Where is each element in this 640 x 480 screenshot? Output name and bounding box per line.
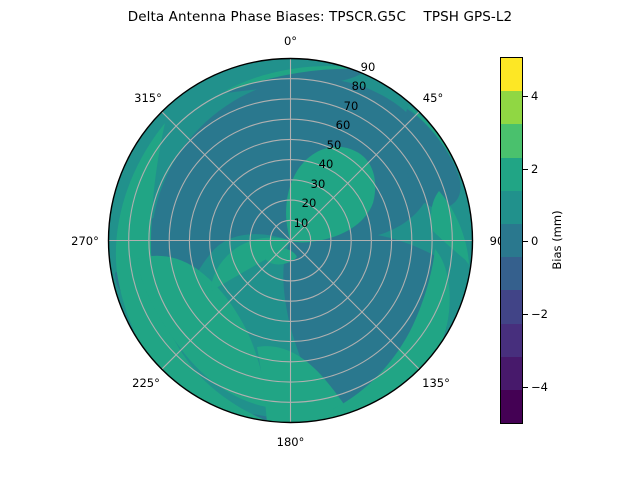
polar-radial-label-30: 30: [310, 177, 326, 191]
colorbar-band-2: [501, 124, 522, 158]
colorbar-tick-4: [523, 96, 528, 97]
colorbar-ticklabel-4: 4: [531, 89, 539, 103]
colorbar-ticklabel-0: 0: [531, 234, 539, 248]
polar-radial-label-20: 20: [301, 196, 317, 210]
colorbar-band-7: [501, 290, 522, 324]
polar-angular-label-315: 315°: [134, 91, 162, 105]
colorbar-gradient: [500, 57, 523, 424]
figure-title: Delta Antenna Phase Biases: TPSCR.G5C TP…: [127, 9, 513, 25]
colorbar-band-3: [501, 157, 522, 191]
polar-angular-label-45: 45°: [422, 91, 444, 105]
polar-angular-gridlines: [108, 58, 473, 423]
polar-radial-label-70: 70: [343, 99, 359, 113]
colorbar-band-5: [501, 223, 522, 258]
colorbar-ticklabel-neg4: −4: [531, 380, 548, 394]
colorbar: 4 2 0 −2 −4: [500, 57, 548, 424]
polar-radial-label-60: 60: [335, 118, 351, 132]
polar-radial-label-40: 40: [318, 157, 334, 171]
polar-radial-label-90: 90: [360, 60, 376, 74]
colorbar-band-4: [501, 190, 522, 224]
colorbar-band-10: [501, 389, 522, 424]
colorbar-band-6: [501, 257, 522, 291]
colorbar-ticklabel-neg2: −2: [531, 307, 548, 321]
colorbar-ticklabel-2: 2: [531, 162, 539, 176]
colorbar-band-1: [501, 91, 522, 125]
colorbar-tick-neg2: [523, 314, 528, 315]
colorbar-band-9: [501, 356, 522, 390]
colorbar-tick-0: [523, 241, 528, 242]
polar-plot-canvas: [107, 57, 474, 424]
polar-angular-label-225: 225°: [132, 376, 160, 390]
polar-angular-label-0: 0°: [283, 34, 298, 48]
colorbar-band-8: [501, 323, 522, 357]
colorbar-tick-neg4: [523, 387, 528, 388]
polar-outer-spine: [107, 57, 474, 424]
colorbar-axis-label: Bias (mm): [550, 210, 564, 270]
polar-radial-label-80: 80: [351, 79, 367, 93]
polar-angular-label-270: 270°: [71, 233, 99, 248]
polar-angular-label-180: 180°: [276, 435, 305, 449]
colorbar-tick-2: [523, 169, 528, 170]
colorbar-band-0: [501, 58, 522, 92]
polar-axes: 0° 45° 90 135° 180° 225° 270° 315° 10 20…: [71, 34, 504, 449]
polar-radial-label-50: 50: [326, 138, 342, 152]
polar-angular-label-135: 135°: [422, 376, 450, 390]
polar-radial-label-10: 10: [293, 216, 309, 230]
